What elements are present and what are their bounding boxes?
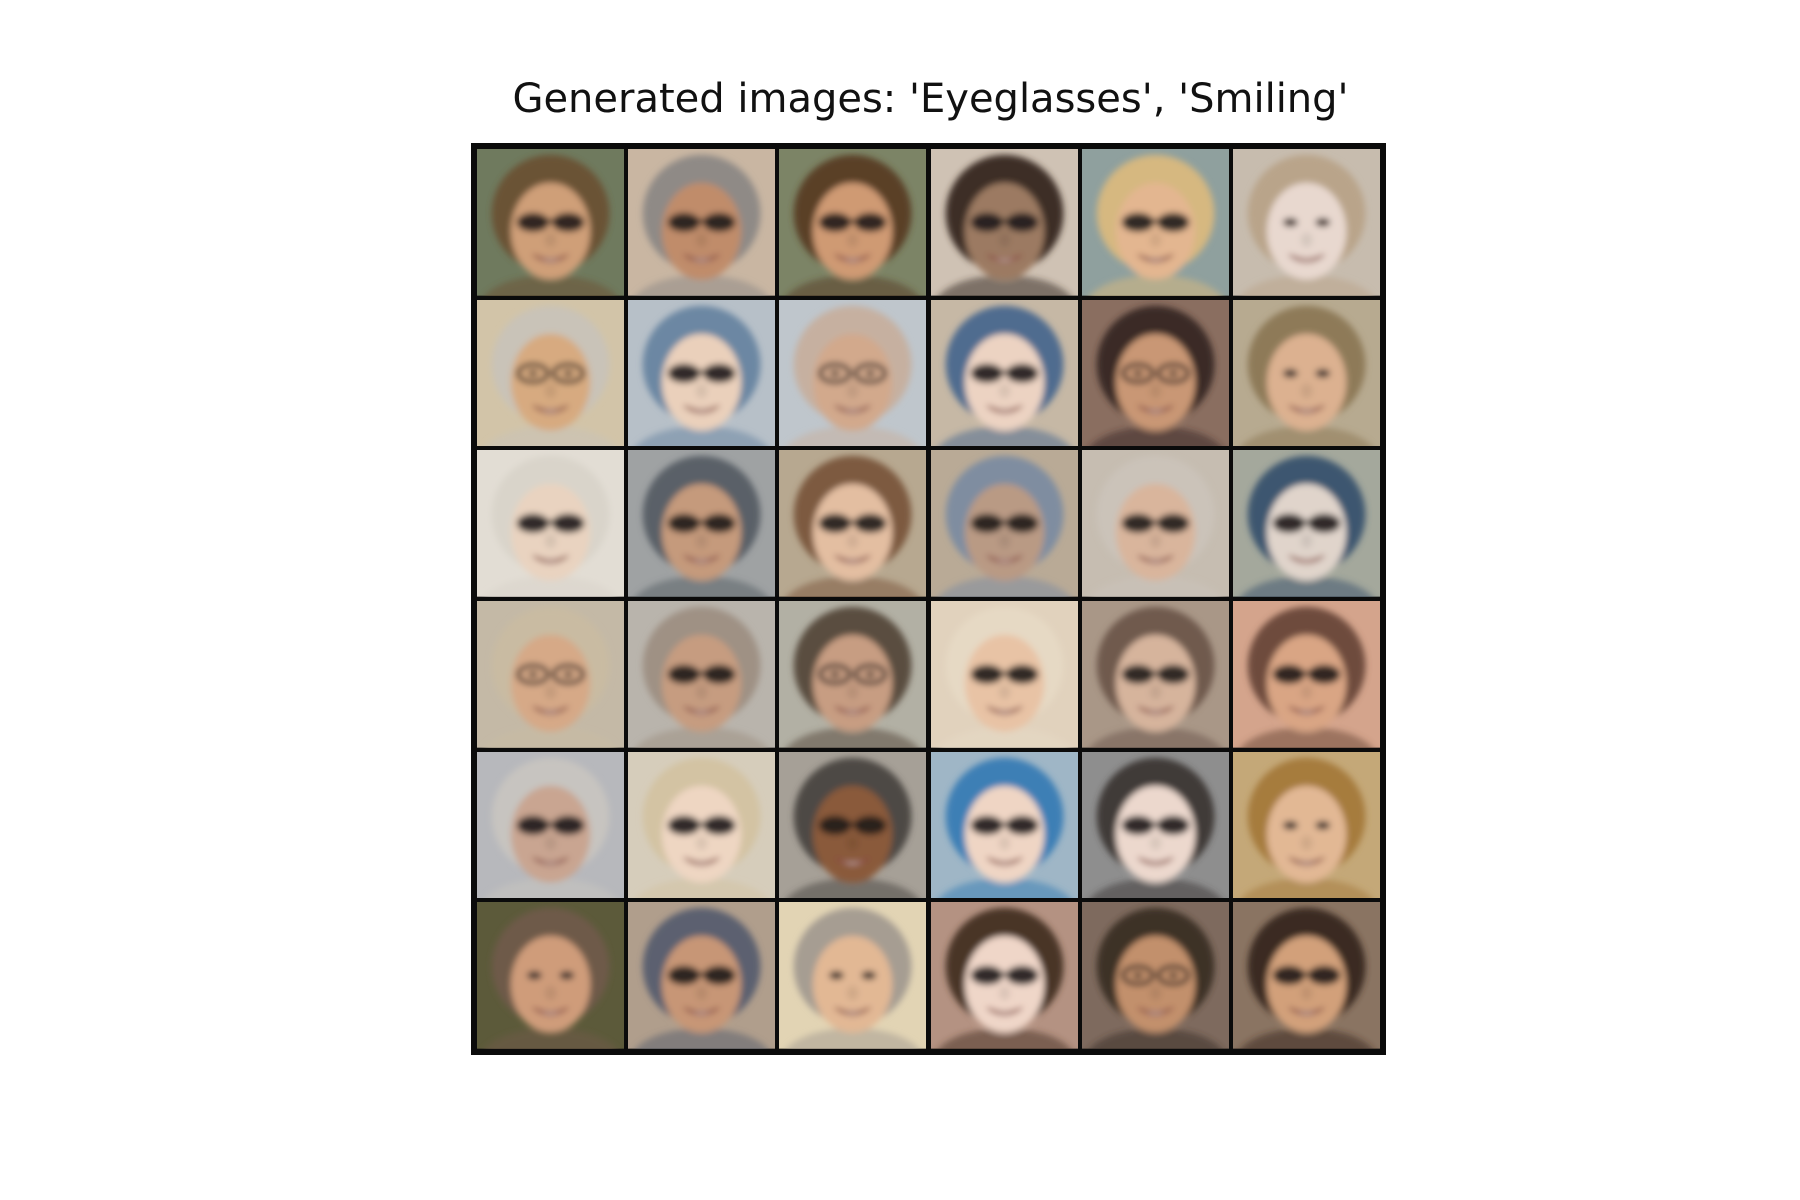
face-thumbnail [1232, 450, 1380, 597]
face-thumbnail [779, 751, 927, 899]
face-thumbnail [628, 450, 776, 597]
face-thumbnail [930, 902, 1078, 1049]
face-thumbnail [477, 450, 625, 597]
face-thumbnail [930, 450, 1078, 597]
face-thumbnail [628, 751, 776, 899]
face-thumbnail [477, 902, 625, 1049]
face-thumbnail [1081, 751, 1229, 899]
face-thumbnail [779, 601, 927, 748]
face-thumbnail [628, 299, 776, 447]
face-thumbnail [1081, 149, 1229, 296]
face-thumbnail [930, 149, 1078, 296]
face-thumbnail [930, 751, 1078, 899]
face-thumbnail [1081, 601, 1229, 748]
image-grid [471, 143, 1386, 1055]
face-thumbnail [1081, 299, 1229, 447]
face-thumbnail [628, 902, 776, 1049]
face-thumbnail [1232, 299, 1380, 447]
face-thumbnail [1232, 902, 1380, 1049]
face-thumbnail [477, 149, 625, 296]
face-thumbnail [477, 299, 625, 447]
face-thumbnail [779, 299, 927, 447]
face-thumbnail [779, 149, 927, 296]
face-thumbnail [628, 601, 776, 748]
face-thumbnail [1081, 450, 1229, 597]
face-thumbnail [477, 751, 625, 899]
face-thumbnail [1232, 149, 1380, 296]
figure-title: Generated images: 'Eyeglasses', 'Smiling… [512, 76, 1349, 122]
face-thumbnail [477, 601, 625, 748]
face-thumbnail [1232, 601, 1380, 748]
face-thumbnail [1232, 751, 1380, 899]
face-thumbnail [779, 902, 927, 1049]
face-thumbnail [930, 601, 1078, 748]
face-thumbnail [779, 450, 927, 597]
face-thumbnail [628, 149, 776, 296]
face-thumbnail [1081, 902, 1229, 1049]
face-thumbnail [930, 299, 1078, 447]
